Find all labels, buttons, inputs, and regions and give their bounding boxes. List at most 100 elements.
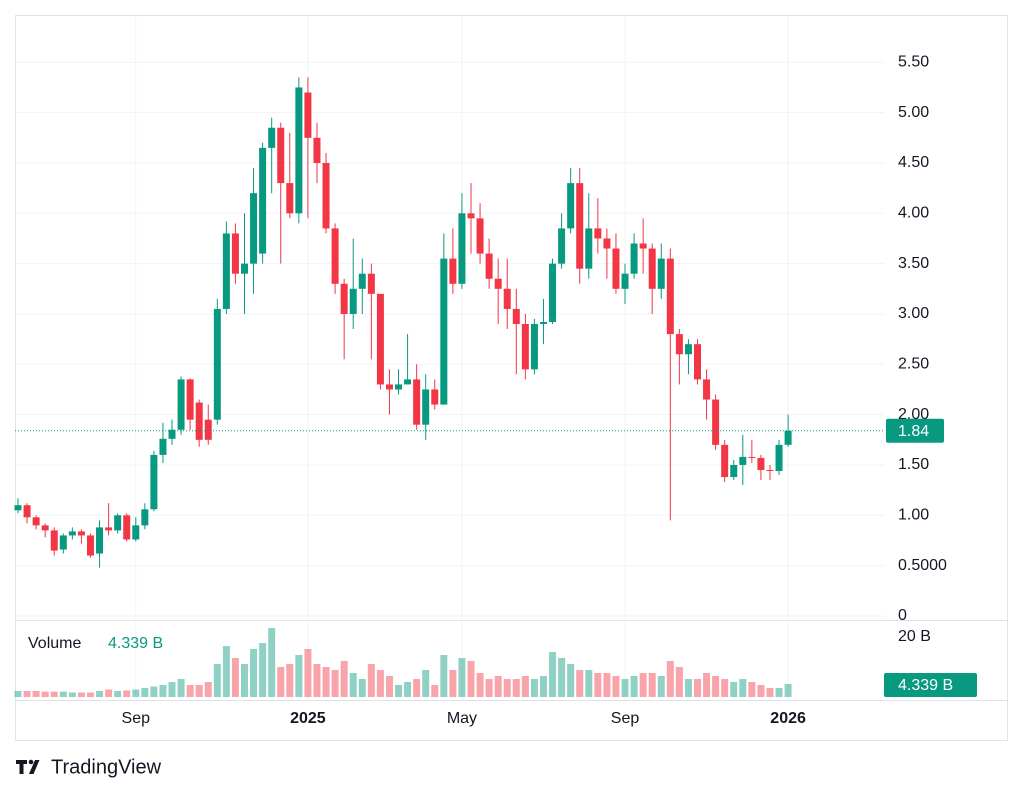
- volume-bar: [14, 691, 22, 697]
- volume-bar: [159, 685, 167, 697]
- volume-bar: [422, 670, 430, 697]
- candle-body: [168, 429, 176, 439]
- volume-bar: [114, 691, 122, 697]
- candle-body: [648, 248, 656, 289]
- x-tick-label: May: [447, 710, 477, 727]
- volume-bar: [639, 673, 647, 697]
- volume-bar: [96, 691, 104, 697]
- volume-bar: [385, 676, 393, 697]
- candle-body: [440, 258, 448, 405]
- volume-bar: [684, 679, 692, 697]
- volume-bar: [712, 676, 720, 697]
- candle-body: [684, 344, 692, 355]
- y-tick-label: 0: [898, 607, 907, 624]
- candle-body: [23, 505, 31, 518]
- candle-body: [331, 228, 339, 284]
- candle-body: [349, 288, 357, 314]
- candle-body: [666, 258, 674, 335]
- volume-bar: [259, 643, 267, 697]
- candle-body: [68, 531, 76, 536]
- candle-body: [422, 389, 430, 425]
- volume-bar: [358, 679, 366, 697]
- y-tick-label: 5.00: [898, 104, 929, 121]
- candle-body: [395, 384, 403, 390]
- volume-bar: [32, 691, 40, 697]
- candle-body: [476, 218, 484, 254]
- candles: [14, 77, 792, 568]
- candle-body: [250, 193, 258, 264]
- volume-bar: [748, 682, 756, 697]
- volume-bar: [186, 685, 194, 697]
- candle-body: [775, 444, 783, 472]
- candle-body: [32, 517, 40, 526]
- volume-bar: [222, 646, 230, 697]
- candle-body: [358, 273, 366, 289]
- volume-bar: [349, 673, 357, 697]
- chart-frame: [15, 15, 1008, 741]
- volume-bar: [204, 682, 212, 697]
- volume-bar: [277, 667, 285, 697]
- candle-body: [567, 183, 575, 229]
- volume-bar: [530, 679, 538, 697]
- candle-body: [585, 228, 593, 269]
- candle-body: [712, 399, 720, 445]
- volume-bar: [59, 691, 67, 697]
- candle-body: [630, 243, 638, 274]
- volume-bar: [730, 682, 738, 697]
- volume-bar: [313, 664, 321, 697]
- candle-body: [675, 334, 683, 355]
- candle-body: [449, 258, 457, 284]
- candle-body: [277, 127, 285, 184]
- candle-body: [186, 379, 194, 420]
- candle-body: [458, 213, 466, 284]
- volume-bar: [395, 685, 403, 697]
- volume-badge: [884, 673, 977, 697]
- volume-bar: [340, 661, 348, 697]
- volume-bar: [775, 688, 783, 697]
- volume-bar: [168, 682, 176, 697]
- y-tick-label: 4.50: [898, 154, 929, 171]
- y-tick-label: 0.5000: [898, 557, 947, 574]
- volume-bars: [14, 628, 792, 697]
- candle-body: [594, 228, 602, 239]
- candle-body: [41, 525, 49, 531]
- volume-bar: [757, 685, 765, 697]
- volume-bar: [449, 670, 457, 697]
- volume-bar: [521, 676, 529, 697]
- candle-body: [59, 535, 67, 550]
- volume-bar: [694, 679, 701, 697]
- last-price-badge: [886, 418, 944, 443]
- volume-tick-label: 20 B: [898, 628, 931, 645]
- volume-bar: [105, 689, 113, 697]
- brand-name: TradingView: [51, 756, 162, 778]
- x-tick-label: 2025: [290, 710, 326, 727]
- logo-mark: [29, 760, 40, 774]
- y-tick-label: 1.00: [898, 507, 929, 524]
- x-tick-label: Sep: [122, 710, 151, 727]
- candle-body: [558, 228, 566, 264]
- candle-body: [123, 515, 131, 540]
- volume-bar: [431, 685, 439, 697]
- volume-bar: [766, 688, 774, 697]
- candle-body: [467, 213, 475, 219]
- volume-bar: [458, 658, 466, 697]
- volume-bar: [440, 655, 448, 697]
- volume-bar: [467, 661, 475, 697]
- candle-body: [784, 430, 792, 445]
- y-tick-label: 3.00: [898, 305, 929, 322]
- candle-body: [231, 233, 239, 274]
- candle-body: [603, 238, 611, 249]
- volume-bar: [648, 673, 656, 697]
- volume-bar: [77, 692, 85, 697]
- candle-body: [512, 308, 520, 325]
- volume-bar: [494, 676, 502, 697]
- candle-body: [86, 535, 94, 556]
- volume-bar: [594, 673, 602, 697]
- candle-body: [132, 525, 140, 540]
- volume-bar: [630, 676, 638, 697]
- volume-bar: [177, 679, 185, 697]
- candle-body: [177, 379, 185, 430]
- candle-body: [549, 263, 557, 323]
- volume-bar: [141, 688, 149, 697]
- candle-body: [657, 258, 665, 289]
